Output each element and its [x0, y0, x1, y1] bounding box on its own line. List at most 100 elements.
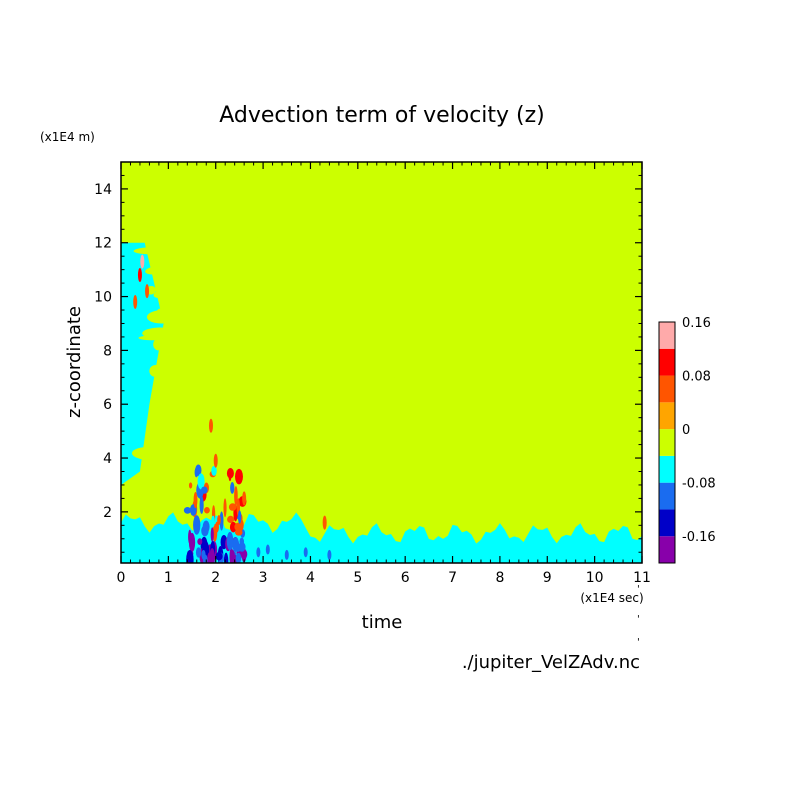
contour-patch: [157, 401, 177, 416]
contour-patch: [245, 237, 265, 252]
contour-patch: [430, 318, 444, 332]
contour-patch: [457, 306, 474, 321]
contour-patch: [506, 364, 513, 369]
contour-patch: [568, 329, 582, 337]
x-tick-label: 9: [543, 570, 552, 586]
contour-patch: [230, 421, 265, 435]
y-axis: 2 4 6 8 10 12 14: [94, 174, 642, 553]
contour-patch: [579, 282, 610, 293]
contour-patch: [562, 326, 567, 337]
contour-patch: [239, 407, 252, 422]
contour-patch: [574, 368, 587, 381]
contour-patch: [326, 354, 340, 365]
contour-patch: [201, 486, 208, 494]
contour-patch: [228, 503, 237, 511]
contour-patch: [233, 328, 244, 335]
colorbar-tick-label: 0: [682, 423, 690, 438]
contour-patch: [395, 450, 421, 463]
contour-patch: [213, 453, 218, 468]
contour-patch: [492, 337, 506, 345]
contour-patch: [235, 377, 257, 388]
contour-patch: [580, 445, 593, 453]
contour-patch: [569, 199, 579, 213]
contour-patch: [191, 403, 211, 416]
contour-patch: [267, 478, 300, 485]
contour-patch: [242, 491, 247, 506]
contour-patch: [347, 186, 358, 200]
contour-patch: [487, 203, 498, 224]
contour-patch: [459, 358, 475, 365]
early-cyan-region: [121, 242, 164, 485]
contour-patch: [513, 251, 529, 262]
contour-patch: [193, 515, 201, 535]
contour-patch: [343, 245, 361, 262]
contour-patch: [276, 358, 285, 367]
contour-patch: [392, 353, 404, 365]
contour-patch: [573, 275, 592, 282]
contour-patch: [352, 368, 365, 384]
contour-patch: [201, 549, 206, 560]
contour-patch: [585, 407, 597, 423]
contour-patch: [322, 515, 327, 530]
x-tick-label: 6: [401, 570, 410, 586]
contour-patch: [537, 451, 555, 465]
x-tick-label: 4: [306, 570, 315, 586]
footer-mark-3: ': [637, 637, 640, 648]
contour-patch: [355, 262, 386, 269]
contour-patch: [535, 187, 547, 204]
contour-patch: [490, 307, 510, 324]
contour-patch: [323, 286, 338, 301]
contour-patch: [309, 295, 317, 307]
contour-patch: [327, 183, 338, 202]
contour-patch: [366, 346, 398, 353]
contour-patch: [596, 362, 605, 374]
contour-patch: [195, 547, 202, 558]
contour-patch: [212, 377, 224, 393]
contour-patch: [329, 375, 342, 387]
contour-patch: [357, 315, 362, 327]
contour-patch: [197, 206, 209, 223]
contour-patch: [232, 537, 240, 552]
contour-patch: [347, 263, 356, 275]
contour-patch: [421, 245, 435, 263]
contour-patch: [411, 305, 433, 313]
contour-patch: [536, 276, 552, 290]
contour-patch: [471, 406, 490, 423]
contour-patch: [553, 445, 578, 462]
contour-patch: [275, 297, 290, 310]
footer-mark-2: ': [637, 614, 640, 625]
contour-patch: [392, 407, 410, 425]
contour-patch: [235, 552, 242, 563]
contour-patch: [202, 520, 210, 534]
contour-patch: [197, 473, 205, 490]
contour-patch: [370, 354, 379, 364]
contour-patch: [545, 336, 585, 346]
contour-patch: [443, 416, 465, 429]
contour-patch: [464, 277, 475, 291]
y-axis-label: z-coordinate: [64, 306, 85, 418]
contour-patch: [539, 323, 554, 336]
contour-patch: [502, 247, 517, 262]
x-tick-label: 8: [495, 570, 504, 586]
contour-patch: [348, 414, 375, 431]
contour-patch: [578, 343, 599, 354]
footer-filename: ./jupiter_VelZAdv.nc: [462, 652, 640, 673]
contour-patch: [230, 482, 235, 494]
contour-patch: [463, 330, 480, 349]
contour-patch: [567, 354, 579, 364]
contour-patch: [620, 184, 630, 200]
contour-patch: [391, 259, 411, 269]
x-axis: 0 1 2 3 4 5 6 7 8 9 10 11: [117, 162, 651, 586]
contour-patch: [372, 371, 379, 386]
contour-patch: [176, 188, 187, 207]
contour-patch: [201, 323, 220, 336]
contour-patch: [543, 256, 576, 265]
contour-patch: [417, 371, 440, 384]
contour-patch: [422, 195, 433, 212]
contour-patch: [380, 189, 394, 211]
contour-patch: [238, 542, 246, 552]
contour-patch: [488, 238, 502, 254]
contour-patch: [402, 294, 417, 309]
contour-patch: [321, 188, 331, 204]
y-unit-label: (x1E4 m): [40, 130, 95, 144]
